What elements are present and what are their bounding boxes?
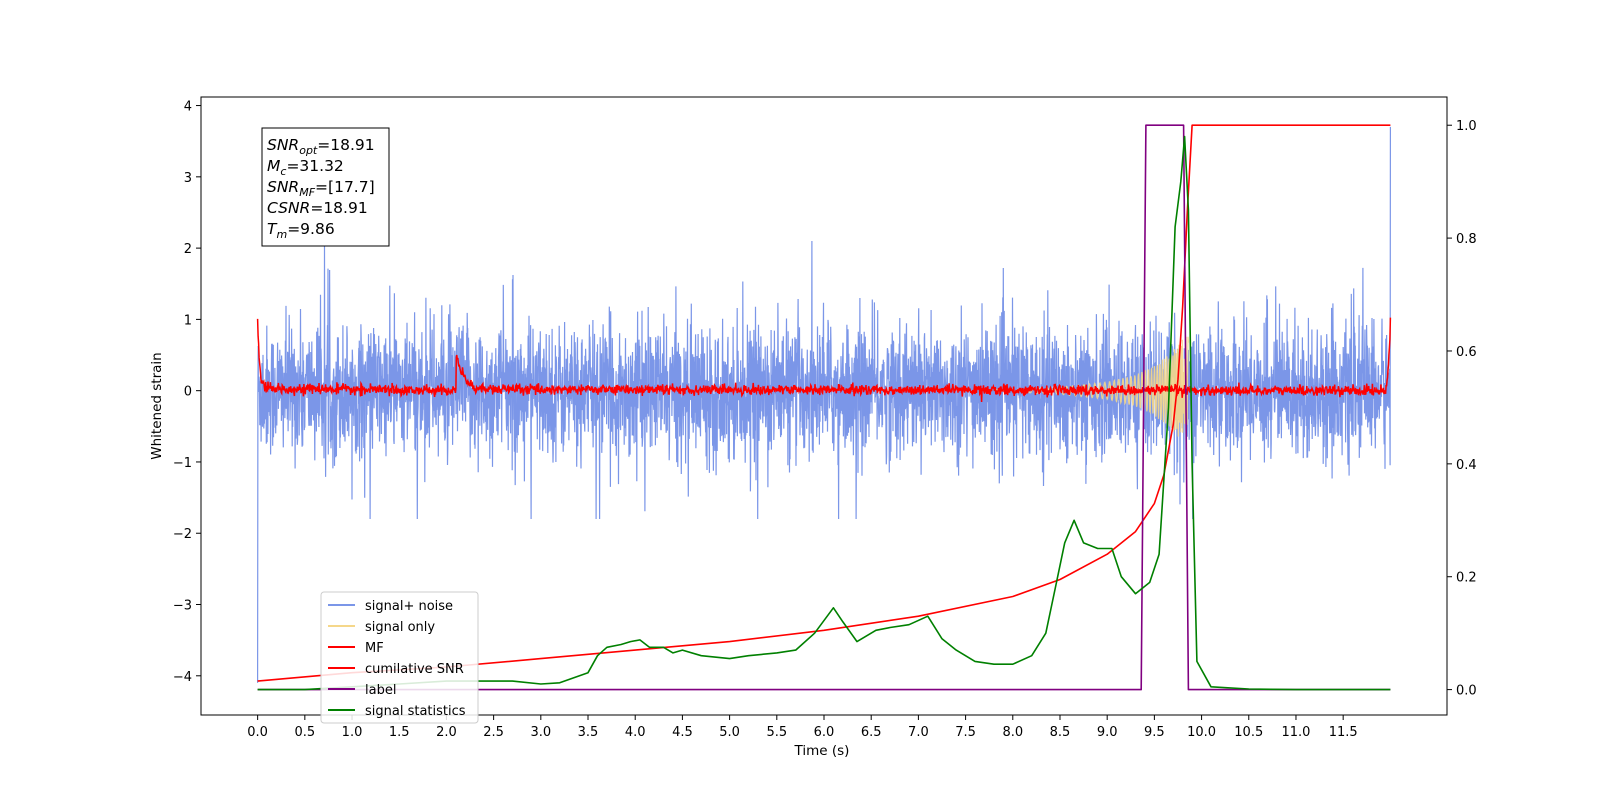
series-mf-line [256, 317, 1392, 403]
x-tick-label: 0.5 [294, 725, 315, 740]
x-tick-label: 11.0 [1281, 725, 1310, 740]
y-tick-label: −1 [173, 456, 192, 471]
legend-frame [320, 591, 479, 724]
legend-item: cumilative SNR [328, 662, 464, 677]
annotation-box: SNRopt=18.91Mc=31.32SNRMF=[17.7]CSNR=18.… [261, 127, 390, 247]
x-tick-label: 5.5 [766, 725, 787, 740]
y-tick-label: 2 [184, 242, 192, 257]
x-tick-label: 3.0 [530, 725, 551, 740]
y-tick-label: 0 [184, 385, 192, 400]
x-tick-label: 7.5 [955, 725, 976, 740]
x-tick-label: 8.0 [1002, 725, 1023, 740]
y2-tick-label: 0.8 [1456, 232, 1477, 247]
x-tick-label: 4.5 [672, 725, 693, 740]
y-axis-label: Whitened strain [149, 352, 165, 459]
series-label-line [257, 124, 1391, 691]
legend-label: cumilative SNR [365, 662, 464, 677]
annotation-line: SNRopt=18.91 [267, 136, 375, 157]
y-tick-label: 4 [184, 100, 192, 115]
y-tick-label: 3 [184, 171, 192, 186]
series-signal-noise-line [257, 126, 1391, 683]
y2-tick-label: 0.0 [1456, 684, 1477, 699]
legend-item: MF [328, 641, 384, 656]
x-tick-label: 7.0 [908, 725, 929, 740]
annotation-frame [261, 127, 390, 247]
plot-area [256, 124, 1392, 691]
legend-item: signal+ noise [328, 599, 453, 614]
legend-item: signal statistics [328, 704, 466, 719]
annotation-line: Mc=31.32 [267, 157, 344, 178]
series-cumilative-snr-line [257, 124, 1391, 682]
x-tick-label: 9.5 [1144, 725, 1165, 740]
x-tick-label: 9.0 [1097, 725, 1118, 740]
x-tick-label: 1.5 [389, 725, 410, 740]
legend-label: signal statistics [365, 704, 466, 719]
y-tick-label: −4 [173, 670, 192, 685]
x-tick-label: 1.0 [342, 725, 363, 740]
y2-tick-label: 0.2 [1456, 571, 1477, 586]
x-ticks: 0.0 0.5 1.0 1.5 2.0 2.5 3.0 3.5 4.0 4.5 5.0 5.5 6.0 6… [247, 715, 1358, 740]
y-ticks: −4 −3 −2 −1 0 1 2 3 4 [173, 100, 201, 685]
y-tick-label: −2 [173, 527, 192, 542]
annotation-line: SNRMF=[17.7] [267, 178, 375, 199]
y-tick-label: −3 [173, 599, 192, 614]
x-tick-label: 10.5 [1234, 725, 1263, 740]
legend-item: signal only [328, 620, 435, 635]
y2-tick-label: 0.6 [1456, 345, 1477, 360]
annotation-line: Tm=9.86 [267, 220, 335, 241]
x-tick-label: 8.5 [1050, 725, 1071, 740]
legend-label: label [365, 683, 396, 698]
legend-label: signal only [365, 620, 435, 635]
x-tick-label: 3.5 [578, 725, 599, 740]
series-signal-statistics-line [257, 135, 1391, 691]
y2-tick-label: 0.4 [1456, 458, 1477, 473]
x-tick-label: 2.0 [436, 725, 457, 740]
x-tick-label: 10.0 [1187, 725, 1216, 740]
x-tick-label: 5.0 [719, 725, 740, 740]
x-tick-label: 11.5 [1329, 725, 1358, 740]
legend: signal+ noise signal only MF cumilative SNR… [320, 591, 479, 724]
legend-label: MF [365, 641, 384, 656]
annotation-line: CSNR=18.91 [267, 199, 368, 217]
y2-tick-label: 1.0 [1456, 119, 1477, 134]
x-tick-label: 2.5 [483, 725, 504, 740]
legend-label: signal+ noise [365, 599, 453, 614]
x-tick-label: 6.0 [814, 725, 835, 740]
y-tick-label: 1 [184, 313, 192, 328]
legend-item: label [328, 683, 396, 698]
x-axis-label: Time (s) [794, 743, 850, 759]
y2-ticks: 0.0 0.2 0.4 0.6 0.8 1.0 [1447, 119, 1477, 699]
x-tick-label: 0.0 [247, 725, 268, 740]
x-tick-label: 6.5 [861, 725, 882, 740]
x-tick-label: 4.0 [625, 725, 646, 740]
